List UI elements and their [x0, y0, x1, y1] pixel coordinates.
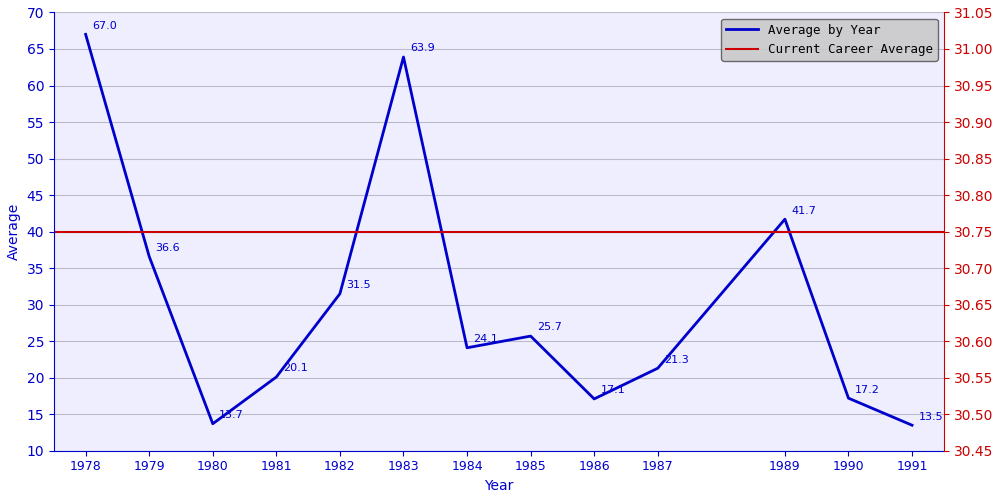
Average by Year	[779, 216, 791, 222]
Average by Year	[842, 395, 854, 401]
Average by Year	[397, 54, 409, 60]
Text: 31.5: 31.5	[346, 280, 371, 290]
Text: 36.6: 36.6	[156, 243, 180, 253]
Legend: Average by Year, Current Career Average: Average by Year, Current Career Average	[721, 18, 938, 61]
Text: 17.2: 17.2	[855, 384, 880, 394]
Line: Average by Year: Average by Year	[86, 34, 912, 425]
Text: 21.3: 21.3	[664, 354, 689, 364]
Average by Year	[588, 396, 600, 402]
Average by Year	[270, 374, 282, 380]
Average by Year	[652, 365, 664, 371]
Text: 25.7: 25.7	[537, 322, 562, 332]
Text: 13.5: 13.5	[918, 412, 943, 422]
Y-axis label: Average: Average	[7, 203, 21, 260]
Average by Year	[207, 420, 219, 426]
Text: 24.1: 24.1	[473, 334, 498, 344]
Average by Year	[525, 333, 537, 339]
Average by Year	[334, 290, 346, 296]
Text: 67.0: 67.0	[92, 20, 117, 30]
Text: 63.9: 63.9	[410, 44, 435, 54]
Average by Year	[80, 32, 92, 38]
Average by Year	[143, 254, 155, 260]
Average by Year	[906, 422, 918, 428]
Text: 20.1: 20.1	[283, 364, 307, 374]
Average by Year	[461, 345, 473, 351]
Text: 41.7: 41.7	[791, 206, 816, 216]
X-axis label: Year: Year	[484, 479, 514, 493]
Text: 13.7: 13.7	[219, 410, 244, 420]
Text: 17.1: 17.1	[601, 386, 625, 396]
